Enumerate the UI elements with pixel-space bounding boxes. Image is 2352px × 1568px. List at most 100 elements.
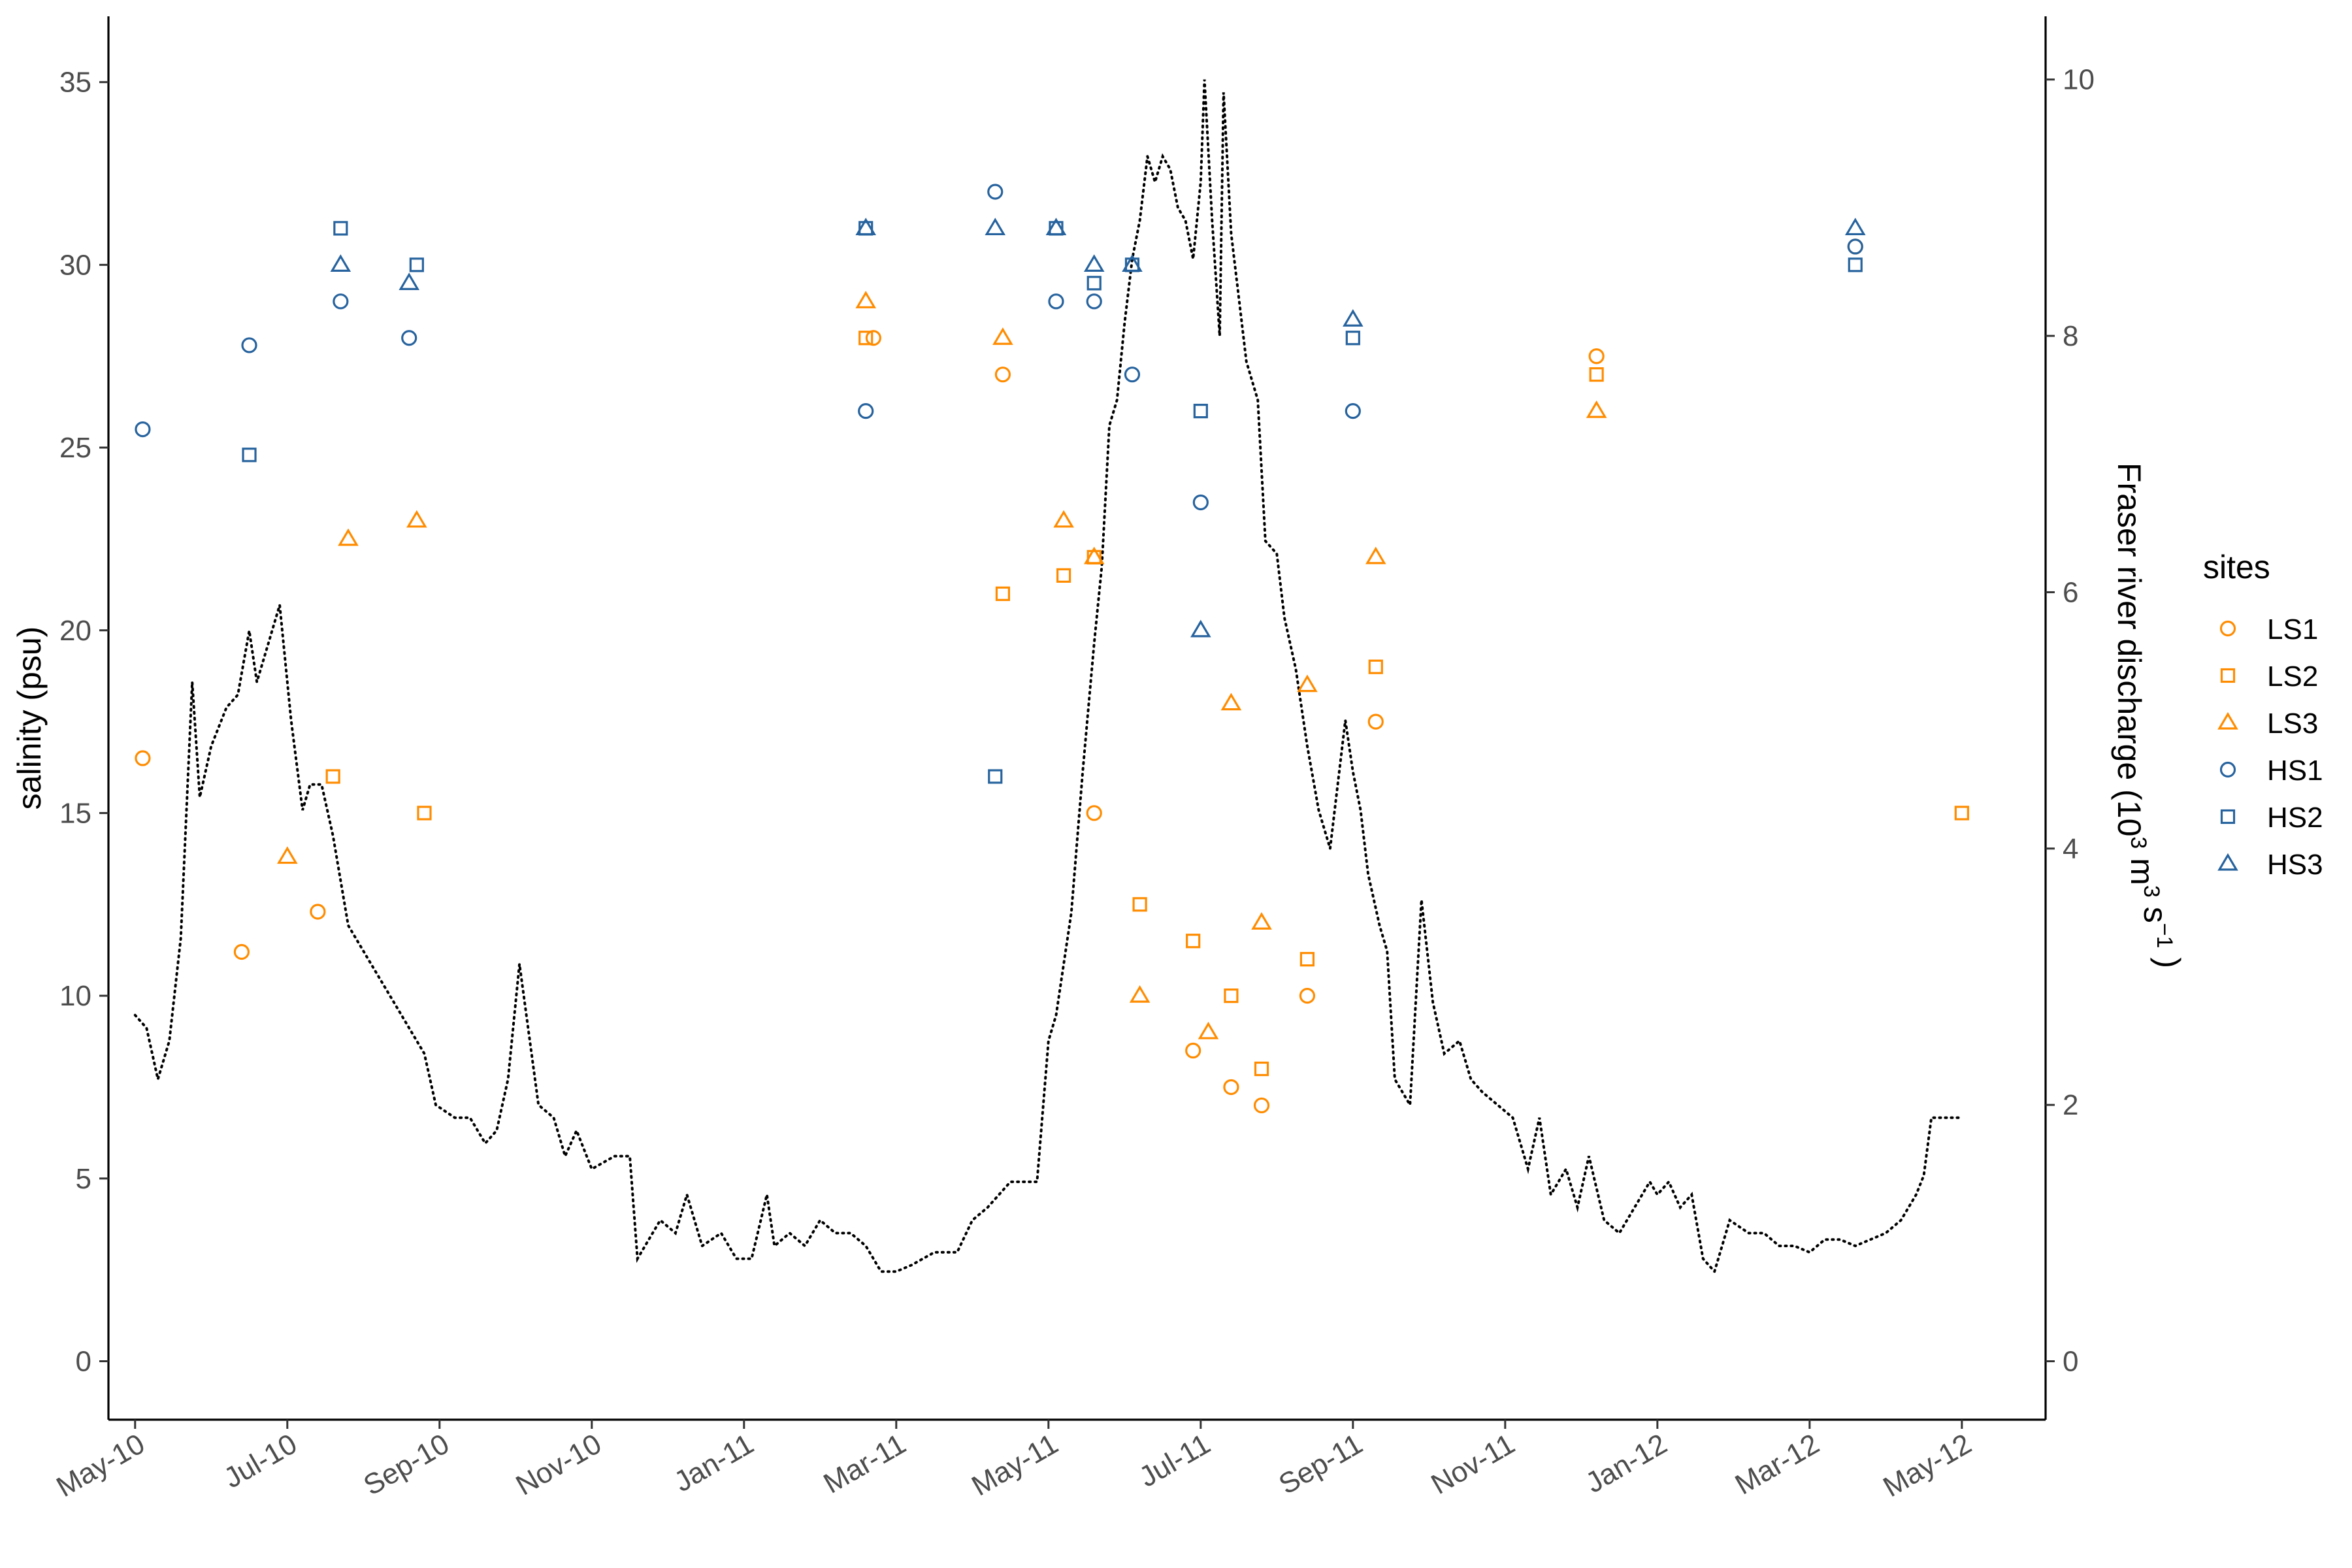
left-tick-label: 35 <box>59 67 91 99</box>
legend-label-ls1: LS1 <box>2267 613 2318 645</box>
point-ls2 <box>1368 659 1383 674</box>
point-ls3 <box>1586 400 1607 418</box>
left-tick-label: 25 <box>59 432 91 464</box>
point-ls3 <box>276 846 298 864</box>
left-tick-label: 0 <box>76 1346 91 1378</box>
legend-label-hs3: HS3 <box>2267 849 2323 881</box>
point-ls1 <box>135 750 151 766</box>
x-tick-label: Jan-11 <box>669 1428 759 1498</box>
point-ls2 <box>1132 897 1147 912</box>
point-ls3 <box>1198 1021 1219 1039</box>
legend-label-hs2: HS2 <box>2267 802 2323 834</box>
legend-key-hs2 <box>2220 809 2236 825</box>
legend-title: sites <box>2203 549 2270 585</box>
point-ls2 <box>1299 952 1315 967</box>
point-ls3 <box>1083 546 1105 564</box>
point-ls2 <box>325 769 340 784</box>
point-ls3 <box>1365 546 1386 564</box>
point-ls1 <box>1086 805 1102 821</box>
point-ls1 <box>1253 1097 1270 1114</box>
legend-key-hs3 <box>2217 853 2238 871</box>
right-tick-label: 4 <box>2063 833 2078 865</box>
point-hs1 <box>1345 403 1361 419</box>
legend-key-ls1 <box>2219 620 2236 637</box>
legend-key-ls2 <box>2220 668 2236 683</box>
point-ls3 <box>1297 674 1318 693</box>
point-ls3 <box>1220 693 1242 711</box>
point-ls3 <box>406 510 427 528</box>
left-tick-label: 10 <box>59 980 91 1012</box>
point-hs3 <box>1083 254 1105 272</box>
point-ls3 <box>855 291 877 308</box>
left-tick-label: 30 <box>59 249 91 281</box>
point-hs2 <box>1193 404 1208 419</box>
point-ls3 <box>1053 510 1074 528</box>
x-tick-label: Mar-12 <box>1730 1428 1825 1501</box>
point-ls1 <box>310 904 326 920</box>
legend-label-hs1: HS1 <box>2267 755 2323 787</box>
point-ls1 <box>1223 1079 1239 1096</box>
point-ls3 <box>1129 985 1151 1003</box>
point-ls2 <box>858 331 874 346</box>
point-hs2 <box>242 448 257 463</box>
legend-key-ls3 <box>2217 711 2238 730</box>
point-ls1 <box>865 330 881 346</box>
point-ls2 <box>1589 367 1604 382</box>
point-hs3 <box>1844 218 1866 236</box>
point-hs1 <box>1192 494 1209 511</box>
legend: sites LS1 LS2 LS3 HS1 HS2 HS3 <box>2203 549 2323 881</box>
point-hs3 <box>1122 254 1143 272</box>
point-ls2 <box>1954 806 1969 821</box>
point-ls2 <box>417 806 432 821</box>
point-hs2 <box>409 257 424 272</box>
point-hs3 <box>985 218 1006 236</box>
axes: 0 5 10 15 20 25 30 35 0 2 4 6 8 10 May-10 Jul-10 Sep-10 N… <box>11 16 2187 1503</box>
left-axis-title: salinity (psu) <box>11 627 48 810</box>
point-ls3 <box>1251 912 1272 930</box>
point-ls1 <box>1299 988 1316 1004</box>
point-hs1 <box>1124 367 1141 383</box>
right-tick-label: 0 <box>2063 1346 2078 1378</box>
discharge-line <box>133 79 1963 1275</box>
point-ls2 <box>1224 988 1239 1004</box>
point-ls3 <box>992 327 1013 345</box>
point-ls1 <box>1367 713 1384 730</box>
x-tick-label: May-12 <box>1878 1428 1977 1503</box>
point-ls2 <box>995 586 1011 601</box>
x-tick-label: May-11 <box>966 1428 1064 1502</box>
legend-label-ls3: LS3 <box>2267 708 2318 740</box>
legend-key-hs1 <box>2219 761 2236 778</box>
point-hs3 <box>1343 309 1364 327</box>
point-ls1 <box>1588 348 1605 365</box>
point-hs3 <box>1190 619 1211 638</box>
point-hs3 <box>330 254 351 272</box>
plot-area <box>133 79 1969 1275</box>
point-ls1 <box>233 943 250 960</box>
point-hs1 <box>1847 238 1863 255</box>
point-hs3 <box>1045 218 1067 236</box>
point-ls3 <box>338 528 359 546</box>
left-tick-label: 20 <box>59 615 91 647</box>
right-tick-label: 10 <box>2063 64 2095 96</box>
left-tick-label: 15 <box>59 797 91 829</box>
x-tick-label: Mar-11 <box>818 1428 911 1499</box>
point-hs1 <box>1086 293 1102 310</box>
right-tick-label: 8 <box>2063 320 2078 352</box>
x-tick-label: Nov-10 <box>510 1428 606 1501</box>
legend-label-ls2: LS2 <box>2267 661 2318 693</box>
point-hs1 <box>135 421 151 438</box>
point-ls2 <box>1254 1061 1269 1077</box>
point-hs2 <box>1345 331 1360 346</box>
point-ls1 <box>1185 1042 1201 1059</box>
point-ls2 <box>1186 934 1201 949</box>
point-hs2 <box>1086 276 1102 291</box>
point-hs1 <box>987 184 1004 200</box>
x-tick-label: Jul-10 <box>218 1428 302 1494</box>
x-tick-label: Sep-10 <box>358 1428 454 1501</box>
right-axis-title: Fraser river discharge (103 m3 s−1 ) <box>2111 463 2187 968</box>
x-tick-label: Sep-11 <box>1273 1428 1368 1501</box>
x-tick-label: Nov-11 <box>1426 1428 1520 1501</box>
point-ls2 <box>1056 568 1071 583</box>
point-hs1 <box>1048 293 1064 310</box>
